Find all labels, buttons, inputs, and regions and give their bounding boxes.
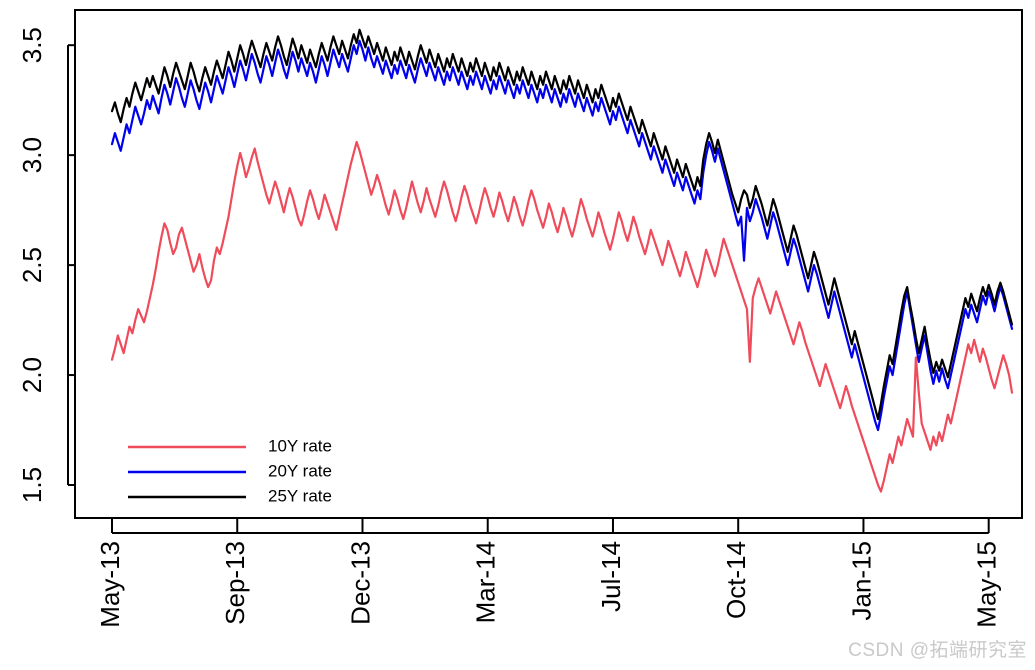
csdn-watermark: CSDN @拓端研究室 (848, 640, 1027, 661)
y-axis-ticks (68, 44, 75, 487)
y-axis-group: 1.5 2.0 2.5 3.0 3.5 (17, 27, 75, 503)
x-tick-label: Dec-13 (345, 541, 375, 625)
x-tick-label: May-13 (95, 541, 125, 628)
x-axis-group: May-13 Sep-13 Dec-13 Mar-14 Jul-14 Oct-14 Jan-… (95, 518, 1002, 628)
y-axis-tick-labels: 1.5 2.0 2.5 3.0 3.5 (17, 27, 47, 503)
series-line-20y-rate (110, 39, 1014, 432)
legend-label-2: 20Y rate (268, 461, 332, 480)
y-tick-label: 1.5 (17, 467, 47, 503)
y-tick-label: 2.0 (17, 357, 47, 393)
legend-label-3: 25Y rate (268, 486, 332, 505)
x-axis-ticks (111, 518, 990, 533)
x-tick-label: Jan-15 (846, 541, 876, 621)
y-tick-label: 2.5 (17, 247, 47, 283)
legend-label-1: 10Y rate (268, 436, 332, 455)
plot-frame-box (74, 9, 1023, 519)
series-line-25y-rate (110, 28, 1014, 421)
x-axis-tick-labels: May-13 Sep-13 Dec-13 Mar-14 Jul-14 Oct-14 Jan-… (95, 541, 1002, 628)
x-tick-label: Sep-13 (220, 541, 250, 625)
series-line-10y-rate (110, 140, 1014, 493)
y-tick-label: 3.0 (17, 137, 47, 173)
data-series-group (110, 28, 1014, 493)
y-tick-label: 3.5 (17, 27, 47, 63)
x-tick-label: Jul-14 (596, 541, 626, 612)
x-tick-label: Oct-14 (721, 541, 751, 619)
x-tick-label: May-15 (972, 541, 1002, 628)
x-tick-label: Mar-14 (471, 541, 501, 623)
chart-legend: 10Y rate 20Y rate 25Y rate (128, 436, 332, 505)
